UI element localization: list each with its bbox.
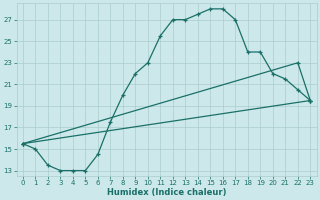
X-axis label: Humidex (Indice chaleur): Humidex (Indice chaleur)	[107, 188, 226, 197]
